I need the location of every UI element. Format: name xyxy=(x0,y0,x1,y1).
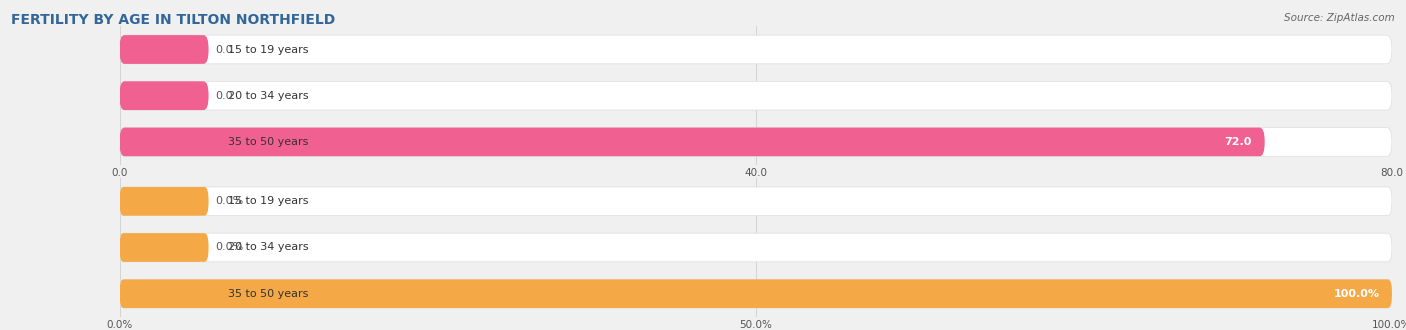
FancyBboxPatch shape xyxy=(120,233,202,262)
Text: 35 to 50 years: 35 to 50 years xyxy=(228,289,308,299)
Text: 20 to 34 years: 20 to 34 years xyxy=(228,243,308,252)
FancyBboxPatch shape xyxy=(120,128,1392,156)
Text: 15 to 19 years: 15 to 19 years xyxy=(228,196,308,206)
Text: 0.0: 0.0 xyxy=(215,45,232,54)
FancyBboxPatch shape xyxy=(120,82,1392,110)
FancyBboxPatch shape xyxy=(120,280,1392,308)
FancyBboxPatch shape xyxy=(120,280,1392,308)
FancyBboxPatch shape xyxy=(120,187,202,215)
FancyBboxPatch shape xyxy=(120,187,208,215)
Text: 0.0%: 0.0% xyxy=(215,243,243,252)
Text: 15 to 19 years: 15 to 19 years xyxy=(228,45,308,54)
FancyBboxPatch shape xyxy=(120,35,202,64)
Text: 0.0%: 0.0% xyxy=(215,196,243,206)
FancyBboxPatch shape xyxy=(120,233,208,262)
Text: Source: ZipAtlas.com: Source: ZipAtlas.com xyxy=(1284,13,1395,23)
Text: 100.0%: 100.0% xyxy=(1333,289,1379,299)
FancyBboxPatch shape xyxy=(120,82,202,110)
Text: 20 to 34 years: 20 to 34 years xyxy=(228,91,308,101)
Text: 0.0: 0.0 xyxy=(215,91,232,101)
FancyBboxPatch shape xyxy=(120,35,1392,64)
FancyBboxPatch shape xyxy=(120,187,1392,215)
FancyBboxPatch shape xyxy=(120,233,1392,262)
Text: 35 to 50 years: 35 to 50 years xyxy=(228,137,308,147)
FancyBboxPatch shape xyxy=(120,128,1265,156)
FancyBboxPatch shape xyxy=(120,82,208,110)
FancyBboxPatch shape xyxy=(120,35,208,64)
Text: 72.0: 72.0 xyxy=(1225,137,1251,147)
Text: FERTILITY BY AGE IN TILTON NORTHFIELD: FERTILITY BY AGE IN TILTON NORTHFIELD xyxy=(11,13,336,27)
